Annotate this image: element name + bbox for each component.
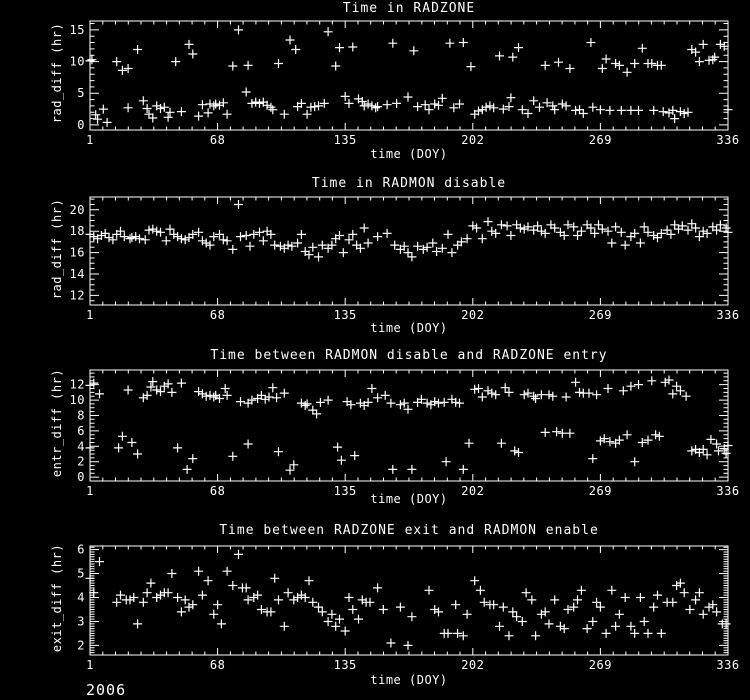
y-tick-label: 12 <box>70 378 85 392</box>
panel3-xlabel: time (DOY) <box>370 492 448 506</box>
y-tick-label: 0 <box>77 118 85 132</box>
x-tick-label: 202 <box>461 133 484 147</box>
y-tick-label: 6 <box>77 424 85 438</box>
x-tick-label: 1 <box>86 133 94 147</box>
panel2-xlabel: time (DOY) <box>370 321 448 335</box>
panel1-title: Time in RADZONE <box>342 1 476 16</box>
x-tick-label: 68 <box>210 133 225 147</box>
panel-2-plot: 1 68 135 202 269 336 12 14 16 18 20 <box>70 196 739 322</box>
x-tick-label: 202 <box>461 308 484 322</box>
y-tick-label: 2 <box>77 638 85 652</box>
x-tick-label: 68 <box>210 308 225 322</box>
data-markers <box>85 549 731 650</box>
y-tick-label: 8 <box>77 409 85 423</box>
x-tick-label: 336 <box>716 308 739 322</box>
y-tick-label: 5 <box>77 86 85 100</box>
y-tick-label: 15 <box>70 23 85 37</box>
y-tick-label: 5 <box>77 567 85 581</box>
x-tick-label: 269 <box>589 308 612 322</box>
data-markers <box>85 25 733 127</box>
x-tick-label: 135 <box>334 658 357 672</box>
axes-and-ticks <box>89 20 729 131</box>
y-tick-label: 20 <box>70 203 85 217</box>
panel4-xlabel: time (DOY) <box>370 673 448 687</box>
x-tick-label: 202 <box>461 658 484 672</box>
x-tick-label: 336 <box>716 484 739 498</box>
x-tick-label: 1 <box>86 484 94 498</box>
panel1-xlabel: time (DOY) <box>370 147 448 161</box>
axes-and-ticks <box>89 545 729 656</box>
y-tick-label: 4 <box>77 591 85 605</box>
data-markers <box>85 375 733 475</box>
x-tick-label: 1 <box>86 308 94 322</box>
y-tick-label: 3 <box>77 615 85 629</box>
panel4-title: Time between RADZONE exit and RADMON ena… <box>219 523 599 538</box>
panel-1-plot: 1 68 135 202 269 336 0 5 10 15 <box>70 20 739 147</box>
y-tick-label: 18 <box>70 224 85 238</box>
panel-4-plot: 1 68 135 202 269 336 2 3 4 5 6 <box>77 543 739 672</box>
x-tick-label: 202 <box>461 484 484 498</box>
data-markers <box>85 200 733 262</box>
panel3-title: Time between RADMON disable and RADZONE … <box>210 348 608 363</box>
x-tick-label: 68 <box>210 484 225 498</box>
y-tick-label: 16 <box>70 246 85 260</box>
x-tick-label: 68 <box>210 658 225 672</box>
x-tick-label: 135 <box>334 308 357 322</box>
y-tick-label: 10 <box>70 393 85 407</box>
y-tick-label: 2 <box>77 455 85 469</box>
year-label: 2006 <box>86 681 127 699</box>
panel3-ylabel: entr_diff (hr) <box>50 368 64 478</box>
x-tick-label: 135 <box>334 484 357 498</box>
axes-and-ticks <box>89 196 729 306</box>
y-tick-label: 6 <box>77 543 85 557</box>
panel4-ylabel: exit_diff (hr) <box>50 543 64 653</box>
panel1-ylabel: rad_diff (hr) <box>50 22 64 124</box>
axes-and-ticks <box>89 369 729 482</box>
y-tick-label: 14 <box>70 267 85 281</box>
x-tick-label: 269 <box>589 133 612 147</box>
x-tick-label: 1 <box>86 658 94 672</box>
y-tick-label: 0 <box>77 470 85 484</box>
x-tick-label: 269 <box>589 658 612 672</box>
y-tick-label: 10 <box>70 55 85 69</box>
x-tick-label: 336 <box>716 133 739 147</box>
panel2-title: Time in RADMON disable <box>311 176 507 191</box>
y-tick-label: 12 <box>70 288 85 302</box>
x-tick-label: 269 <box>589 484 612 498</box>
y-tick-label: 4 <box>77 439 85 453</box>
x-tick-label: 135 <box>334 133 357 147</box>
panel2-ylabel: rad_diff (hr) <box>50 198 64 300</box>
x-tick-label: 336 <box>716 658 739 672</box>
